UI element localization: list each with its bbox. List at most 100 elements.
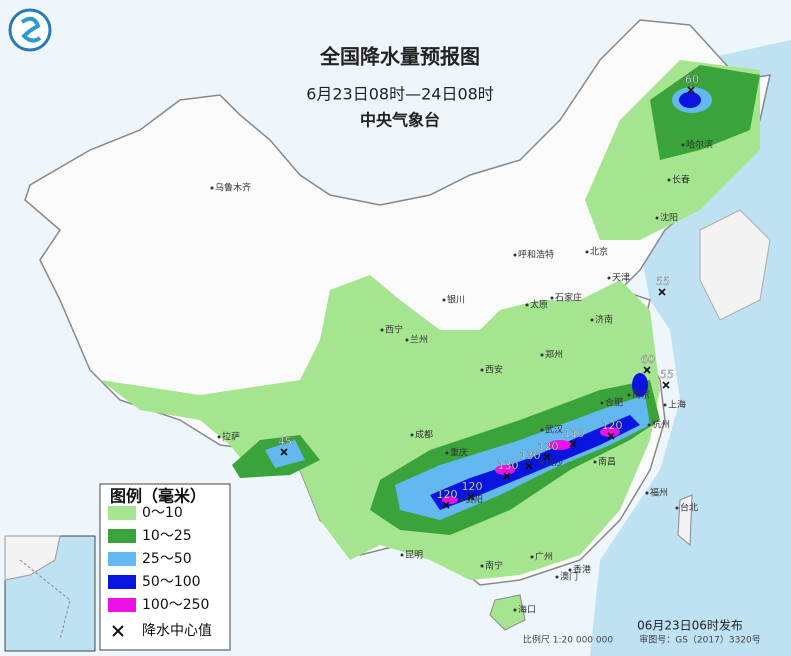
center-value: 130 <box>498 459 519 472</box>
city-dot <box>593 460 597 464</box>
center-mark <box>569 440 577 448</box>
map-number: 审图号：GS（2017）3320号 <box>639 634 761 646</box>
rain-area <box>548 440 572 450</box>
center-mark <box>687 86 695 94</box>
city-dot <box>627 393 631 397</box>
city-label: 西宁 <box>385 324 403 336</box>
center-value: 120 <box>538 440 559 453</box>
logo-mark <box>20 16 42 43</box>
center-value: 45 <box>278 435 292 448</box>
city-label: 成都 <box>415 429 433 441</box>
city-label: 福州 <box>650 487 668 499</box>
city-dot <box>647 423 651 427</box>
city-label: 西安 <box>485 364 503 376</box>
center-mark <box>643 366 651 374</box>
city-label: 乌鲁木齐 <box>215 182 251 194</box>
city-dot <box>480 368 484 372</box>
city-label: 广州 <box>535 551 553 563</box>
city-dot <box>460 498 464 502</box>
city-label: 台北 <box>680 502 698 514</box>
center-mark <box>280 448 288 456</box>
legend-x-mark <box>112 625 124 637</box>
city-dot <box>380 328 384 332</box>
city-dot <box>667 178 671 182</box>
rain-area <box>442 496 458 504</box>
center-value: 60 <box>641 353 655 366</box>
city-dot <box>530 555 534 559</box>
legend-label: 0～10 <box>142 505 183 521</box>
city-dot <box>663 403 667 407</box>
legend-swatch <box>108 598 136 612</box>
city-label: 沈阳 <box>660 212 678 224</box>
rain-area <box>100 275 660 580</box>
center-value: 120 <box>602 419 623 432</box>
center-value: 55 <box>660 368 674 381</box>
rain-area <box>600 427 620 437</box>
city-label: 重庆 <box>450 447 468 459</box>
center-mark <box>503 472 511 480</box>
city-label: 澳门 <box>560 571 578 583</box>
taiwan <box>677 494 693 547</box>
city-dot <box>675 506 679 510</box>
legend-swatch <box>108 529 136 543</box>
korea <box>699 209 771 321</box>
center-value: 60 <box>685 73 699 86</box>
city-dot <box>480 564 484 568</box>
rain-area <box>679 92 701 108</box>
rain-area <box>632 373 648 397</box>
legend-label: 降水中心值 <box>142 623 212 639</box>
legend-swatch <box>108 506 136 520</box>
city-dot <box>210 186 214 190</box>
city-dot <box>525 303 529 307</box>
issuer: 中央气象台 <box>360 111 440 130</box>
center-mark <box>607 432 615 440</box>
city-label: 拉萨 <box>222 431 240 443</box>
title: 全国降水量预报图 <box>319 45 480 69</box>
center-mark <box>658 288 666 296</box>
city-dot <box>540 353 544 357</box>
center-mark <box>442 501 450 509</box>
legend-label: 100～250 <box>142 597 209 613</box>
city-label: 北京 <box>590 246 608 258</box>
city-dot <box>400 553 404 557</box>
city-label: 上海 <box>668 399 686 411</box>
city-label: 南宁 <box>485 560 503 572</box>
rain-area <box>495 465 515 475</box>
city-label: 海口 <box>518 604 536 616</box>
center-value: 120 <box>462 480 483 493</box>
city-dot <box>445 451 449 455</box>
inset-land <box>4 535 61 581</box>
inset-boundary <box>19 559 71 641</box>
city-dot <box>550 296 554 300</box>
city-label: 南京 <box>632 389 650 401</box>
city-dot <box>540 428 544 432</box>
city-dot <box>568 568 572 572</box>
center-value: 55 <box>656 275 670 288</box>
city-label: 长春 <box>672 174 690 186</box>
city-label: 哈尔滨 <box>686 139 713 151</box>
city-dot <box>655 216 659 220</box>
legend-label: 50～100 <box>142 574 201 590</box>
legend-swatch <box>108 552 136 566</box>
period: 6月23日08时—24日08时 <box>306 85 494 104</box>
city-label: 太原 <box>530 299 548 311</box>
city-dot <box>405 338 409 342</box>
city-dot <box>681 143 685 147</box>
city-label: 兰州 <box>410 334 428 346</box>
city-dot <box>645 491 649 495</box>
city-dot <box>590 318 594 322</box>
city-label: 郑州 <box>545 349 563 361</box>
city-label: 银川 <box>447 294 465 306</box>
scale: 比例尺 1:20 000 000 <box>523 634 613 646</box>
city-label: 济南 <box>595 314 613 326</box>
city-label: 杭州 <box>652 419 670 431</box>
city-dot <box>217 435 221 439</box>
rain-area <box>650 65 760 160</box>
inset <box>4 535 96 652</box>
legend-label: 10～25 <box>142 528 192 544</box>
center-mark <box>543 453 551 461</box>
legend-swatch <box>108 575 136 589</box>
city-dot <box>555 575 559 579</box>
